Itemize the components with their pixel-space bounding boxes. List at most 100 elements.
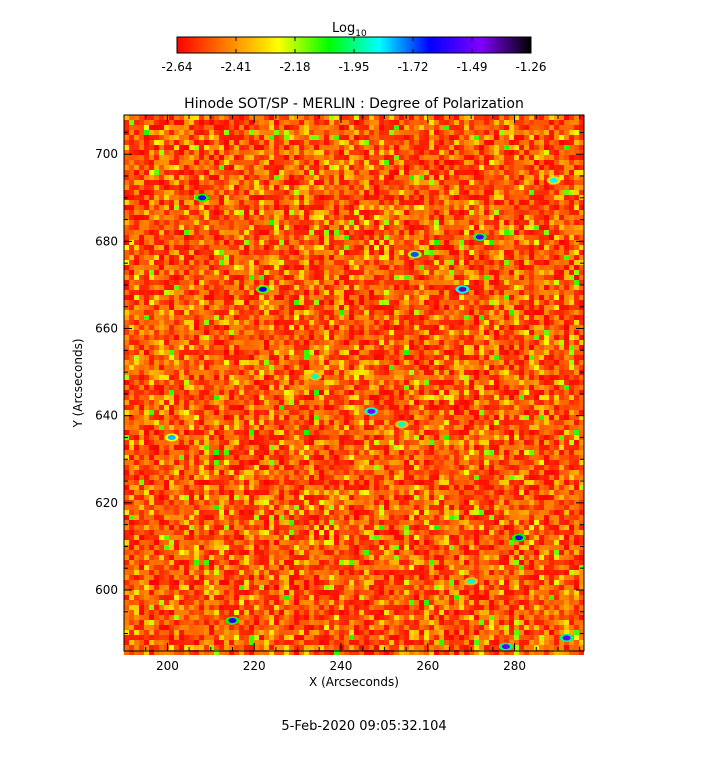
heatmap-cell <box>314 215 319 220</box>
heatmap-cell <box>479 370 484 375</box>
heatmap-cell <box>414 360 419 365</box>
heatmap-cell <box>144 295 149 300</box>
heatmap-cell <box>364 250 369 255</box>
heatmap-cell <box>249 170 254 175</box>
heatmap-cell <box>574 145 579 150</box>
heatmap-cell <box>379 305 384 310</box>
heatmap-cell <box>209 160 214 165</box>
heatmap-cell <box>424 345 429 350</box>
heatmap-cell <box>214 330 219 335</box>
heatmap-cell <box>334 150 339 155</box>
heatmap-cell <box>164 265 169 270</box>
heatmap-cell <box>539 370 544 375</box>
heatmap-cell <box>369 350 374 355</box>
heatmap-cell <box>179 210 184 215</box>
heatmap-cell <box>544 280 549 285</box>
heatmap-cell <box>324 355 329 360</box>
heatmap-cell <box>404 340 409 345</box>
heatmap-cell <box>444 380 449 385</box>
heatmap-cell <box>574 280 579 285</box>
heatmap-cell <box>504 335 509 340</box>
heatmap-cell <box>354 135 359 140</box>
heatmap-cell <box>244 205 249 210</box>
heatmap-cell <box>279 225 284 230</box>
heatmap-cell <box>429 320 434 325</box>
heatmap-cell <box>444 275 449 280</box>
heatmap-cell <box>499 115 504 120</box>
heatmap-cell <box>474 315 479 320</box>
heatmap-cell <box>249 310 254 315</box>
heatmap-cell <box>309 335 314 340</box>
heatmap-cell <box>569 210 574 215</box>
heatmap-cell <box>574 150 579 155</box>
heatmap-cell <box>454 290 459 295</box>
heatmap-cell <box>529 330 534 335</box>
heatmap-cell <box>224 125 229 130</box>
heatmap-cell <box>139 315 144 320</box>
heatmap-cell <box>164 215 169 220</box>
colorbar-tick-label: -2.64 <box>161 60 192 74</box>
heatmap-cell <box>384 270 389 275</box>
heatmap-cell <box>134 200 139 205</box>
heatmap-cell <box>324 270 329 275</box>
heatmap-cell <box>239 215 244 220</box>
heatmap-cell <box>259 130 264 135</box>
heatmap-cell <box>329 340 334 345</box>
heatmap-cell <box>549 205 554 210</box>
heatmap-cell <box>164 130 169 135</box>
heatmap-cell <box>479 340 484 345</box>
heatmap-cell <box>559 330 564 335</box>
heatmap-cell <box>329 165 334 170</box>
heatmap-cell <box>494 250 499 255</box>
heatmap-cell <box>489 280 494 285</box>
heatmap-cell <box>219 345 224 350</box>
heatmap-cell <box>224 260 229 265</box>
heatmap-cell <box>529 140 534 145</box>
heatmap-cell <box>154 175 159 180</box>
heatmap-cell <box>184 130 189 135</box>
heatmap-cell <box>154 340 159 345</box>
heatmap-cell <box>234 375 239 380</box>
heatmap-cell <box>229 205 234 210</box>
heatmap-cell <box>394 210 399 215</box>
heatmap-cell <box>309 255 314 260</box>
heatmap-cell <box>134 310 139 315</box>
heatmap-cell <box>309 330 314 335</box>
heatmap-cell <box>469 145 474 150</box>
heatmap-cell <box>259 225 264 230</box>
heatmap-cell <box>274 245 279 250</box>
heatmap-cell <box>419 240 424 245</box>
heatmap-cell <box>339 195 344 200</box>
heatmap-cell <box>199 325 204 330</box>
heatmap-cell <box>464 240 469 245</box>
heatmap-cell <box>399 195 404 200</box>
heatmap-cell <box>459 185 464 190</box>
heatmap-cell <box>289 365 294 370</box>
heatmap-cell <box>219 360 224 365</box>
heatmap-cell <box>314 205 319 210</box>
heatmap-cell <box>344 330 349 335</box>
heatmap-cell <box>384 255 389 260</box>
heatmap-cell <box>139 345 144 350</box>
heatmap-cell <box>289 255 294 260</box>
heatmap-cell <box>139 360 144 365</box>
heatmap-cell <box>134 125 139 130</box>
heatmap-cell <box>169 280 174 285</box>
heatmap-cell <box>499 265 504 270</box>
heatmap-cell <box>409 290 414 295</box>
heatmap-cell <box>184 245 189 250</box>
heatmap-cell <box>284 165 289 170</box>
heatmap-cell <box>334 330 339 335</box>
heatmap-cell <box>504 360 509 365</box>
heatmap-cell <box>314 285 319 290</box>
heatmap-cell <box>189 120 194 125</box>
heatmap-cell <box>534 370 539 375</box>
heatmap-cell <box>569 365 574 370</box>
heatmap-cell <box>454 265 459 270</box>
heatmap-cell <box>214 240 219 245</box>
heatmap-cell <box>144 145 149 150</box>
heatmap-cell <box>314 345 319 350</box>
heatmap-cell <box>189 305 194 310</box>
heatmap-cell <box>224 120 229 125</box>
heatmap-cell <box>569 120 574 125</box>
